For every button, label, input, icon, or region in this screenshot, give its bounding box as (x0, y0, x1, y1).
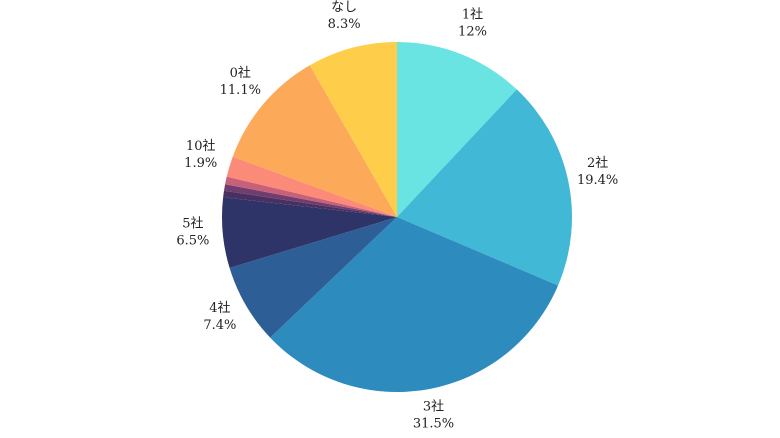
slice-label: 3社 31.5% (413, 399, 454, 432)
slice-percent: 1.9% (184, 156, 217, 171)
pie-slice (397, 89, 573, 286)
pie-slice (222, 197, 397, 268)
slice-label: 1社 12% (458, 6, 487, 39)
slice-label: 4社 7.4% (203, 300, 236, 333)
slice-percent: 31.5% (413, 417, 454, 432)
slice-label: 5社 6.5% (176, 216, 209, 249)
slice-category: 4社 (209, 300, 230, 316)
slice-percent: 8.3% (328, 17, 361, 32)
pie-slice (229, 217, 397, 338)
pie-slice (225, 176, 397, 217)
pie-labels: 1社 12%2社 19.4%3社 31.5%4社 7.4%5社 6.5%10社 1.9%0社… (176, 0, 618, 432)
pie-slice (223, 184, 397, 217)
pie-slice (270, 217, 559, 392)
slice-category: 10社 (186, 138, 216, 154)
slice-label: 0社 11.1% (220, 65, 261, 98)
pie-slice (397, 42, 517, 217)
pie-slice (223, 190, 397, 217)
slice-category: 0社 (230, 65, 251, 81)
slice-percent: 12% (458, 24, 487, 39)
slice-percent: 7.4% (203, 318, 236, 333)
pie-slice (226, 156, 397, 217)
slice-percent: 19.4% (577, 173, 618, 188)
pie-slice (232, 65, 397, 217)
slice-percent: 11.1% (220, 83, 261, 98)
slice-category: 3社 (423, 399, 444, 415)
pie-slice (309, 42, 397, 217)
slice-category: 2社 (587, 155, 608, 171)
slice-label: 10社 1.9% (184, 138, 217, 171)
slice-percent: 6.5% (176, 234, 209, 249)
slice-label: なし 8.3% (328, 0, 361, 32)
pie-slices (222, 42, 573, 392)
slice-category: 1社 (462, 6, 483, 22)
slice-category: なし (331, 0, 357, 15)
slice-label: 2社 19.4% (577, 155, 618, 188)
slice-category: 5社 (182, 216, 203, 232)
